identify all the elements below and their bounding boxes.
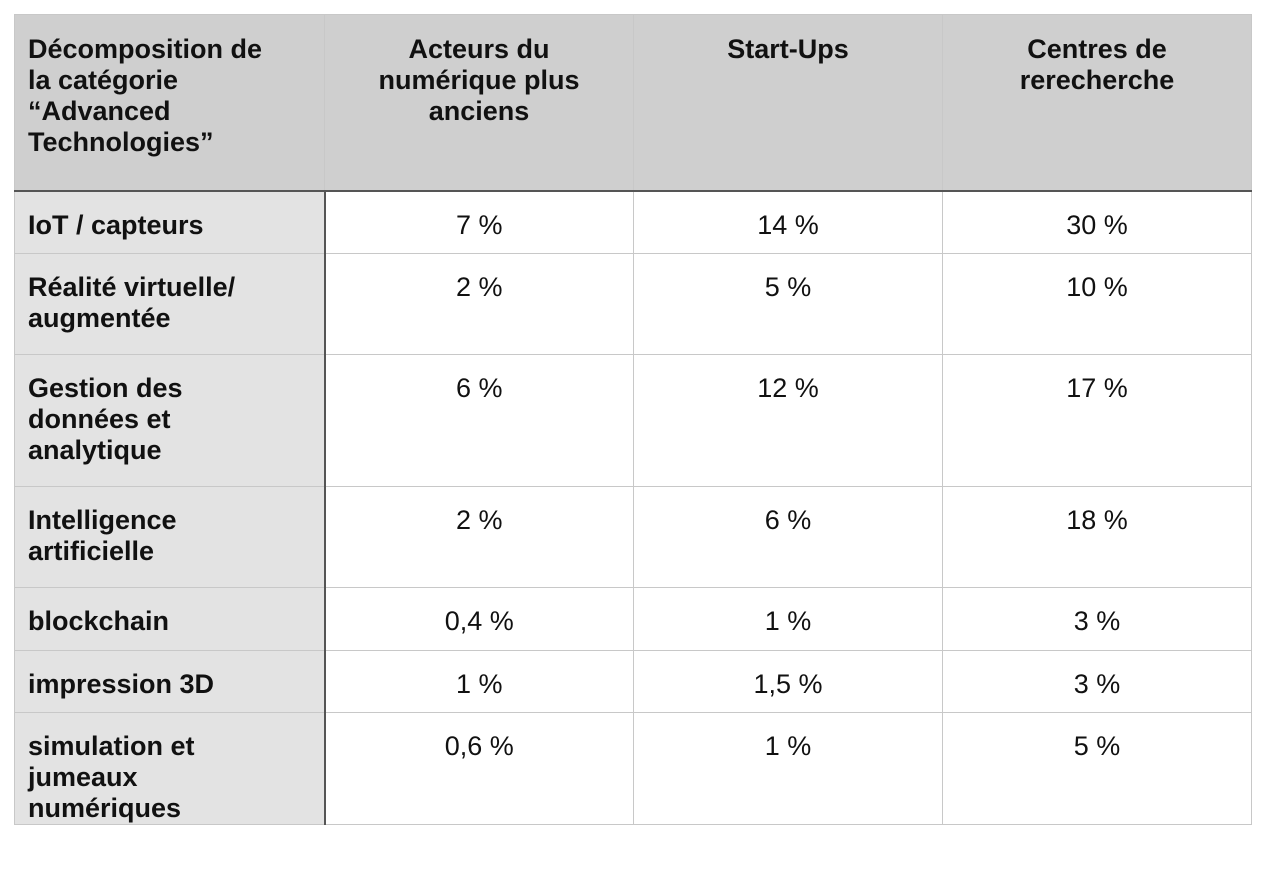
table-cell: 1 %	[633, 587, 943, 651]
column-header-label: Acteurs du numérique plus anciens	[378, 34, 580, 126]
table-row: Réalité virtuelle/ augmentée 2 % 5 % 10 …	[14, 253, 1252, 355]
table-cell: 17 %	[942, 354, 1252, 487]
column-header-label: Start-Ups	[727, 34, 849, 64]
table-cell: 30 %	[942, 190, 1252, 254]
table-cell: 10 %	[942, 253, 1252, 355]
data-table-container: Décomposition de la catégorie “Advanced …	[14, 14, 1252, 825]
row-header-cell: Réalité virtuelle/ augmentée	[14, 253, 326, 355]
table-row: Intelligence artificielle 2 % 6 % 18 %	[14, 486, 1252, 588]
row-header-cell: Intelligence artificielle	[14, 486, 326, 588]
technology-breakdown-table: Décomposition de la catégorie “Advanced …	[14, 14, 1252, 825]
column-header-cell: Start-Ups	[633, 14, 943, 192]
table-row: blockchain 0,4 % 1 % 3 %	[14, 587, 1252, 651]
table-row: Gestion des données et analytique 6 % 12…	[14, 354, 1252, 487]
column-header-cell: Acteurs du numérique plus anciens	[324, 14, 634, 192]
table-cell: 0,4 %	[324, 587, 634, 651]
table-cell: 1 %	[633, 712, 943, 825]
row-header-cell: IoT / capteurs	[14, 190, 326, 254]
table-cell: 6 %	[324, 354, 634, 487]
row-header-cell: Gestion des données et analytique	[14, 354, 326, 487]
table-cell: 0,6 %	[324, 712, 634, 825]
table-header: Décomposition de la catégorie “Advanced …	[14, 14, 1252, 192]
column-header-cell: Centres de rerecherche	[942, 14, 1252, 192]
table-body: IoT / capteurs 7 % 14 % 30 % Réalité vir…	[14, 190, 1252, 825]
table-cell: 7 %	[324, 190, 634, 254]
header-row: Décomposition de la catégorie “Advanced …	[14, 14, 1252, 192]
table-row: simulation et jumeaux numériques 0,6 % 1…	[14, 712, 1252, 825]
table-cell: 5 %	[633, 253, 943, 355]
table-cell: 3 %	[942, 587, 1252, 651]
row-header-cell: impression 3D	[14, 650, 326, 713]
table-cell: 6 %	[633, 486, 943, 588]
corner-header-label: Décomposition de la catégorie “Advanced …	[28, 34, 263, 157]
table-cell: 2 %	[324, 486, 634, 588]
table-row: impression 3D 1 % 1,5 % 3 %	[14, 650, 1252, 713]
corner-header-cell: Décomposition de la catégorie “Advanced …	[14, 14, 325, 192]
table-cell: 12 %	[633, 354, 943, 487]
table-cell: 14 %	[633, 190, 943, 254]
table-cell: 3 %	[942, 650, 1252, 713]
table-cell: 5 %	[942, 712, 1252, 825]
row-header-cell: blockchain	[14, 587, 326, 651]
table-cell: 18 %	[942, 486, 1252, 588]
table-cell: 2 %	[324, 253, 634, 355]
column-header-label: Centres de rerecherche	[1019, 34, 1175, 95]
row-header-cell: simulation et jumeaux numériques	[14, 712, 326, 825]
table-cell: 1,5 %	[633, 650, 943, 713]
table-row: IoT / capteurs 7 % 14 % 30 %	[14, 190, 1252, 254]
table-cell: 1 %	[324, 650, 634, 713]
